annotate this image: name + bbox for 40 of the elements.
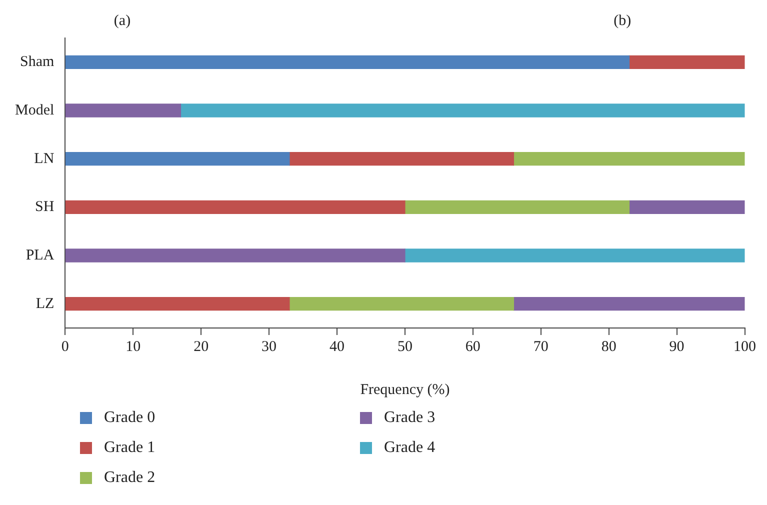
bar [289,152,514,166]
bar [289,297,514,311]
text: (a) [114,12,131,29]
legend-label: Grade 2 [104,469,156,487]
bar [628,200,745,214]
bar [180,104,745,118]
bar [404,248,745,262]
legend-label: Grade 3 [384,409,436,427]
x-tick-label: 90 [669,338,684,355]
y-tick-label: LN [34,150,54,167]
y-tick-label: LZ [36,296,54,312]
x-tick-label: 40 [330,338,344,355]
bar [513,297,745,311]
bar [65,248,406,262]
y-tick-label: PLA [26,247,54,264]
bar [404,200,630,214]
bar [65,152,290,166]
bar [65,297,290,311]
bar [65,104,182,118]
bar [628,55,745,69]
x-tick-label: 100 [734,338,756,355]
legend-label: Grade 0 [104,409,156,427]
legend-label: Grade 4 [384,439,436,457]
x-tick-label: 0 [61,338,69,355]
bar [513,152,745,166]
y-tick-label: Sham [20,54,54,70]
y-tick-label: SH [34,199,54,216]
bar [65,55,630,69]
legend-label: Grade 1 [104,439,156,457]
x-tick-label: 50 [397,338,412,355]
x-tick-label: 20 [194,338,209,355]
x-axis-title: Frequency (%) [360,382,450,398]
x-tick-label: 10 [126,338,141,355]
x-tick-label: 80 [601,338,616,355]
y-tick-label: Model [14,102,54,118]
x-tick-label: 30 [262,338,277,355]
text: (b) [614,12,632,29]
bar [65,200,406,214]
x-tick-label: 60 [465,338,480,355]
x-tick-label: 70 [533,338,548,355]
